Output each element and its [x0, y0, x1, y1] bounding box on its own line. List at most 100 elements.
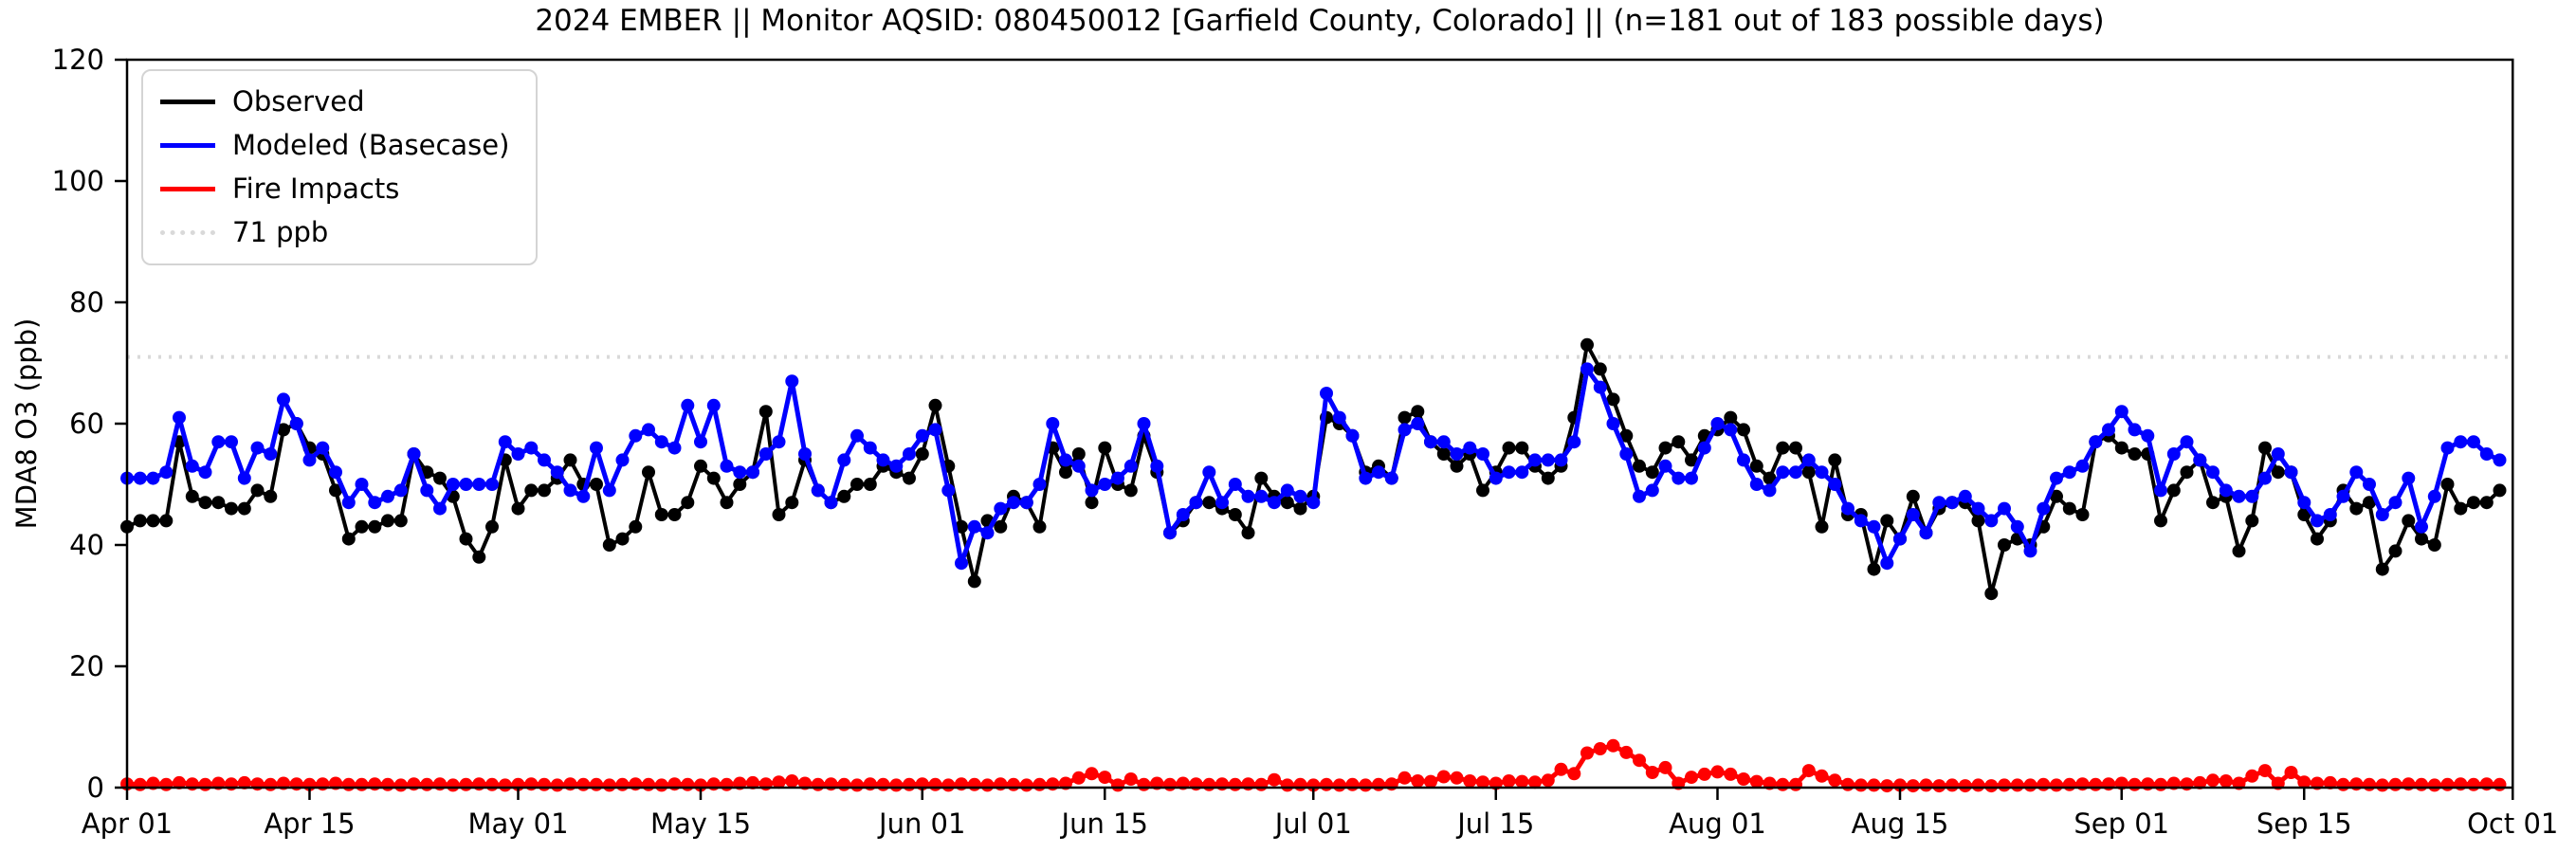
series-marker: [681, 496, 695, 510]
series-marker: [967, 519, 981, 534]
series-marker: [2349, 465, 2364, 480]
series-marker: [2114, 441, 2128, 455]
series-marker: [1580, 337, 1594, 352]
series-marker: [250, 483, 265, 498]
series-marker: [629, 519, 643, 534]
series-marker: [446, 478, 460, 491]
series-marker: [1254, 777, 1269, 791]
series-marker: [889, 778, 904, 792]
series-marker: [1059, 465, 1072, 480]
series-marker: [1450, 459, 1464, 473]
series-marker: [1254, 489, 1269, 503]
series-marker: [1685, 771, 1698, 785]
series-marker: [2245, 769, 2259, 783]
series-marker: [1071, 447, 1086, 461]
series-marker: [341, 777, 356, 791]
series-marker: [811, 777, 825, 791]
series-marker: [1085, 496, 1099, 510]
x-tick-label: Sep 01: [2074, 808, 2169, 840]
series-marker: [1332, 778, 1346, 792]
legend-label: Observed: [232, 85, 365, 118]
series-marker: [824, 496, 838, 510]
series-marker: [1749, 774, 1763, 789]
series-marker: [811, 483, 825, 498]
series-marker: [250, 441, 265, 455]
series-marker: [2232, 544, 2246, 558]
series-marker: [2114, 405, 2128, 419]
series-marker: [2219, 483, 2233, 498]
series-marker: [1502, 441, 1516, 455]
series-marker: [785, 374, 799, 389]
legend-item: Modeled (Basecase): [160, 128, 509, 163]
series-marker: [1932, 496, 1946, 510]
series-marker: [758, 405, 773, 419]
series-marker: [173, 775, 186, 789]
series-marker: [681, 398, 695, 412]
series-marker: [159, 514, 174, 528]
series-marker: [1436, 435, 1451, 449]
series-marker: [2258, 471, 2272, 485]
series-marker: [1163, 777, 1177, 791]
series-marker: [538, 777, 551, 791]
series-marker: [1345, 428, 1360, 443]
series-marker: [1984, 514, 1999, 528]
series-marker: [2050, 489, 2063, 503]
series-marker: [706, 471, 721, 485]
series-marker: [1320, 777, 1333, 791]
x-tick-label: May 15: [650, 808, 751, 840]
series-marker: [498, 435, 512, 449]
series-marker: [341, 532, 356, 546]
series-marker: [720, 496, 734, 510]
series-marker: [2219, 774, 2233, 788]
series-marker: [211, 435, 226, 449]
series-marker: [1359, 471, 1373, 485]
series-marker: [2141, 428, 2155, 443]
series-marker: [2336, 777, 2350, 791]
series-marker: [2062, 777, 2076, 791]
series-marker: [1815, 519, 1829, 534]
series-marker: [1476, 447, 1489, 461]
series-line-1: [127, 366, 2501, 566]
series-marker: [1372, 777, 1385, 791]
series-marker: [2493, 777, 2507, 791]
series-marker: [1476, 483, 1489, 498]
series-marker: [472, 478, 486, 491]
series-marker: [903, 471, 916, 485]
series-marker: [2271, 465, 2285, 480]
series-marker: [1880, 556, 1894, 571]
series-marker: [2297, 496, 2311, 510]
series-marker: [1593, 742, 1607, 755]
series-marker: [1345, 777, 1360, 791]
series-marker: [785, 774, 799, 788]
series-marker: [1163, 526, 1177, 540]
series-marker: [2427, 489, 2441, 503]
series-marker: [590, 777, 603, 791]
series-marker: [1502, 774, 1516, 788]
y-tick-label: 100: [52, 165, 104, 197]
series-marker: [1658, 441, 1672, 455]
series-marker: [1867, 562, 1881, 576]
series-marker: [198, 777, 212, 791]
series-marker: [1801, 453, 1816, 467]
series-marker: [1071, 771, 1086, 785]
series-marker: [876, 777, 890, 791]
series-marker: [264, 447, 278, 461]
series-marker: [1998, 501, 2011, 516]
series-marker: [967, 777, 981, 791]
series-marker: [381, 777, 394, 791]
series-marker: [1737, 453, 1750, 467]
series-marker: [967, 574, 981, 589]
series-marker: [1098, 478, 1112, 491]
series-marker: [420, 483, 434, 498]
series-marker: [1633, 489, 1646, 503]
series-marker: [2415, 519, 2428, 534]
series-marker: [2363, 777, 2376, 791]
series-marker: [2206, 496, 2220, 510]
series-marker: [1619, 745, 1634, 759]
series-marker: [1528, 453, 1542, 467]
series-marker: [1801, 465, 1816, 480]
series-marker: [2493, 453, 2507, 467]
series-marker: [1463, 441, 1477, 455]
series-marker: [1737, 423, 1750, 437]
series-marker: [1763, 483, 1777, 498]
